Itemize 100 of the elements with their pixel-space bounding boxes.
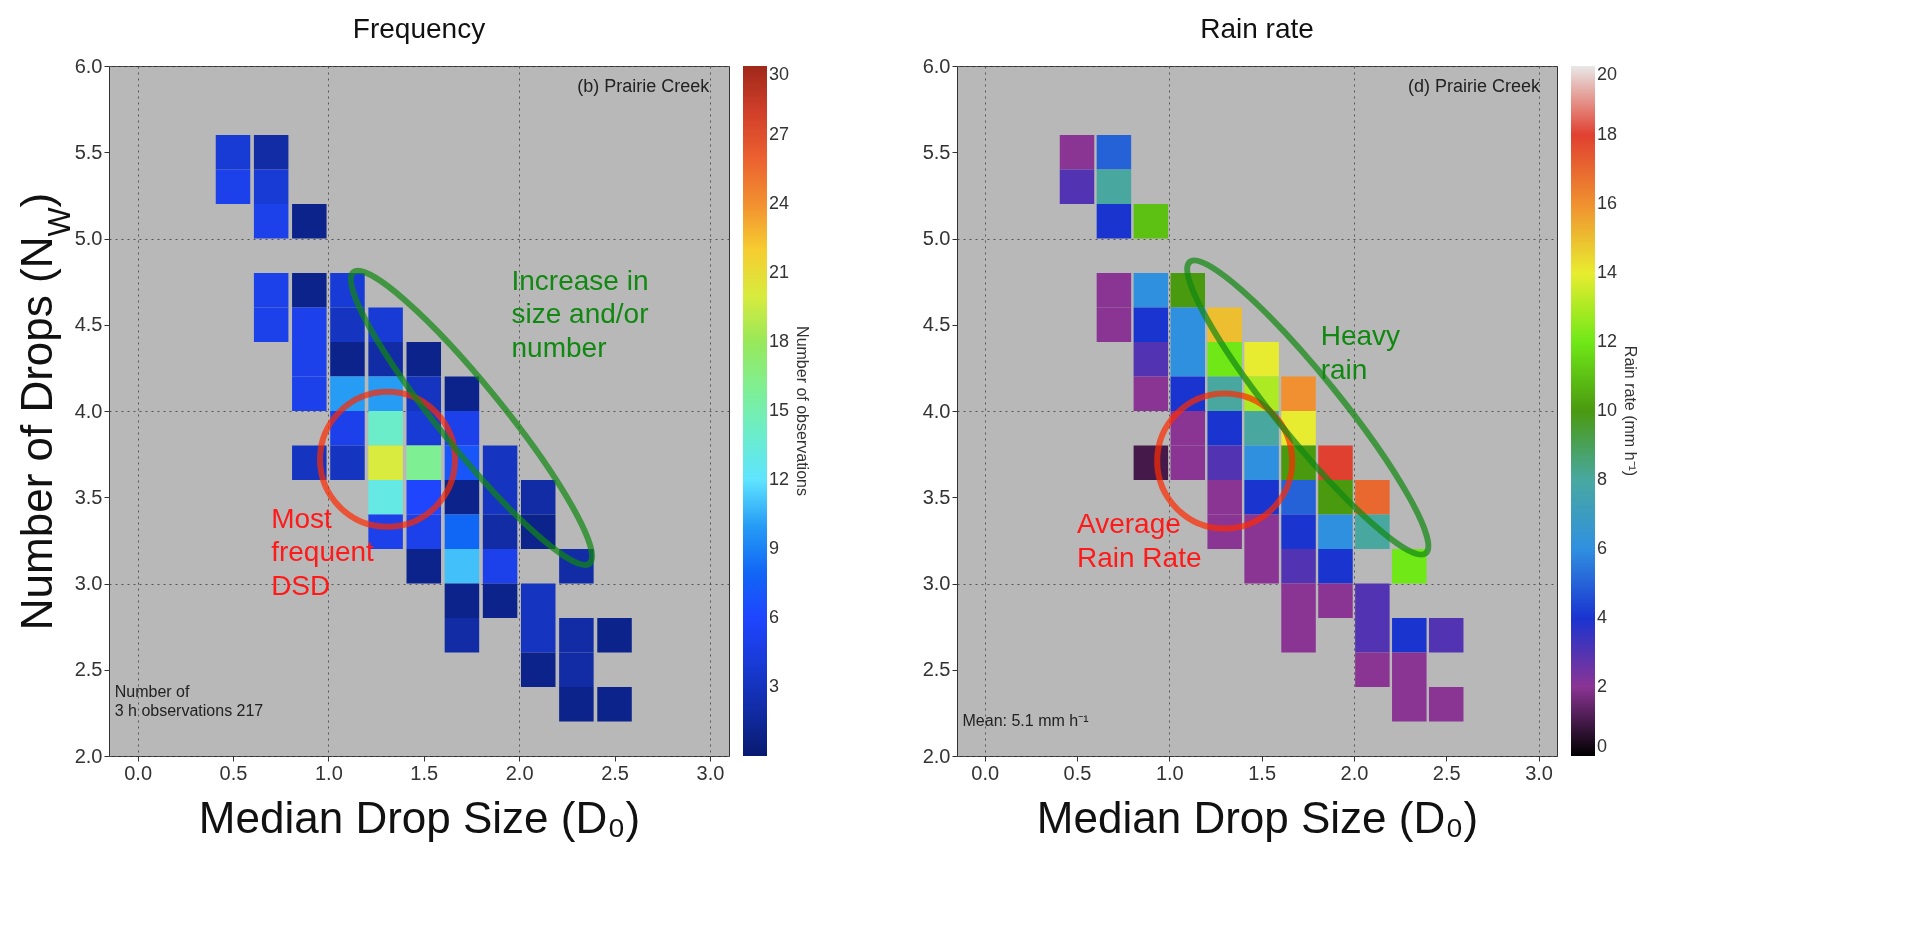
point [1392, 687, 1427, 722]
y-tick-label: 3.5 [74, 485, 103, 508]
point [1281, 480, 1316, 515]
point [559, 618, 594, 653]
color-bar-title: Rain rate (mm h⁻¹) [1622, 345, 1639, 477]
x-tick-label: 3.0 [696, 761, 725, 784]
point [1281, 376, 1316, 411]
y-tick-label: 5.0 [74, 227, 103, 249]
point [520, 480, 556, 515]
point [1133, 376, 1169, 411]
y-tick-label: 5.5 [74, 140, 103, 163]
color-bar-label: 16 [1597, 193, 1618, 213]
x-tick-label: 2.0 [505, 761, 534, 784]
color-bar-label: 27 [769, 124, 790, 144]
point [482, 514, 518, 549]
x-axis-title: Median Drop Size (D₀) [198, 792, 641, 842]
point [292, 376, 327, 411]
y-tick-label: 4.0 [74, 399, 103, 422]
point [520, 618, 556, 653]
point [368, 480, 403, 515]
color-bar-label: 6 [769, 607, 780, 627]
y-tick-label: 6.0 [74, 54, 103, 77]
x-tick-label: 1.5 [1248, 761, 1277, 784]
point [482, 445, 518, 480]
annotation: Increase in size and/or number [511, 264, 649, 364]
color-bar-label: 15 [769, 400, 790, 420]
point [1096, 273, 1132, 308]
point [1318, 514, 1353, 549]
x-tick-label: 0.5 [219, 761, 248, 784]
point [215, 169, 251, 204]
color-bar-label: 10 [1597, 400, 1618, 420]
point [444, 583, 480, 618]
color-bar-label: 4 [1597, 607, 1608, 627]
point [559, 652, 594, 687]
point [1207, 411, 1242, 446]
point [1170, 342, 1206, 377]
y-tick-label: 2.0 [922, 744, 951, 767]
point [1318, 445, 1353, 480]
point [444, 618, 480, 653]
point [1355, 652, 1390, 687]
x-tick-label: 2.5 [1432, 761, 1461, 784]
point [1392, 618, 1427, 653]
point [330, 307, 365, 342]
point [253, 307, 289, 342]
annotation: Most frequent DSD [271, 502, 375, 602]
y-tick-label: 4.0 [922, 399, 951, 422]
point [1096, 135, 1132, 170]
color-bar-label: 21 [769, 262, 790, 282]
point [406, 549, 442, 584]
color-bar-label: 9 [769, 538, 780, 558]
y-tick-label: 3.0 [74, 572, 103, 594]
color-bar-label: 12 [1597, 331, 1618, 351]
x-tick-label: 0.0 [124, 761, 153, 784]
point [292, 307, 327, 342]
annotation: Number of 3 h observations 217 [114, 682, 264, 719]
color-bar-label: 18 [1597, 124, 1618, 144]
point [1355, 618, 1390, 653]
point [215, 135, 251, 170]
point [597, 687, 632, 722]
y-tick-label: 2.5 [922, 658, 951, 681]
point [1096, 204, 1132, 239]
point [1096, 307, 1132, 342]
point [292, 342, 327, 377]
point [1244, 480, 1279, 515]
point [292, 273, 327, 308]
point [368, 307, 403, 342]
point [253, 135, 289, 170]
point [482, 549, 518, 584]
point [1318, 583, 1353, 618]
y-tick-label: 6.0 [922, 54, 951, 77]
color-bar-label: 0 [1597, 736, 1608, 756]
point [1059, 135, 1095, 170]
point [1281, 549, 1316, 584]
x-tick-label: 1.0 [314, 761, 343, 784]
x-tick-label: 0.5 [1063, 761, 1092, 784]
x-tick-label: 0.0 [971, 761, 1000, 784]
point [1281, 583, 1316, 618]
y-tick-label: 4.5 [74, 313, 103, 336]
point [1244, 549, 1279, 584]
color-bar-label: 14 [1597, 262, 1618, 282]
point [1170, 307, 1206, 342]
point [444, 549, 480, 584]
point [1281, 514, 1316, 549]
point [1133, 204, 1169, 239]
color-bar-label: 20 [1597, 64, 1618, 84]
point [520, 583, 556, 618]
y-tick-label: 3.5 [922, 485, 951, 508]
point [253, 273, 289, 308]
point [559, 687, 594, 722]
x-tick-label: 1.5 [410, 761, 439, 784]
annotation: Average Rain Rate [1077, 508, 1202, 573]
point [1244, 342, 1279, 377]
point [253, 169, 289, 204]
point [520, 652, 556, 687]
point [330, 445, 365, 480]
point [1133, 273, 1169, 308]
point [1096, 169, 1132, 204]
point [1170, 411, 1206, 446]
point [444, 376, 480, 411]
point [1318, 549, 1353, 584]
